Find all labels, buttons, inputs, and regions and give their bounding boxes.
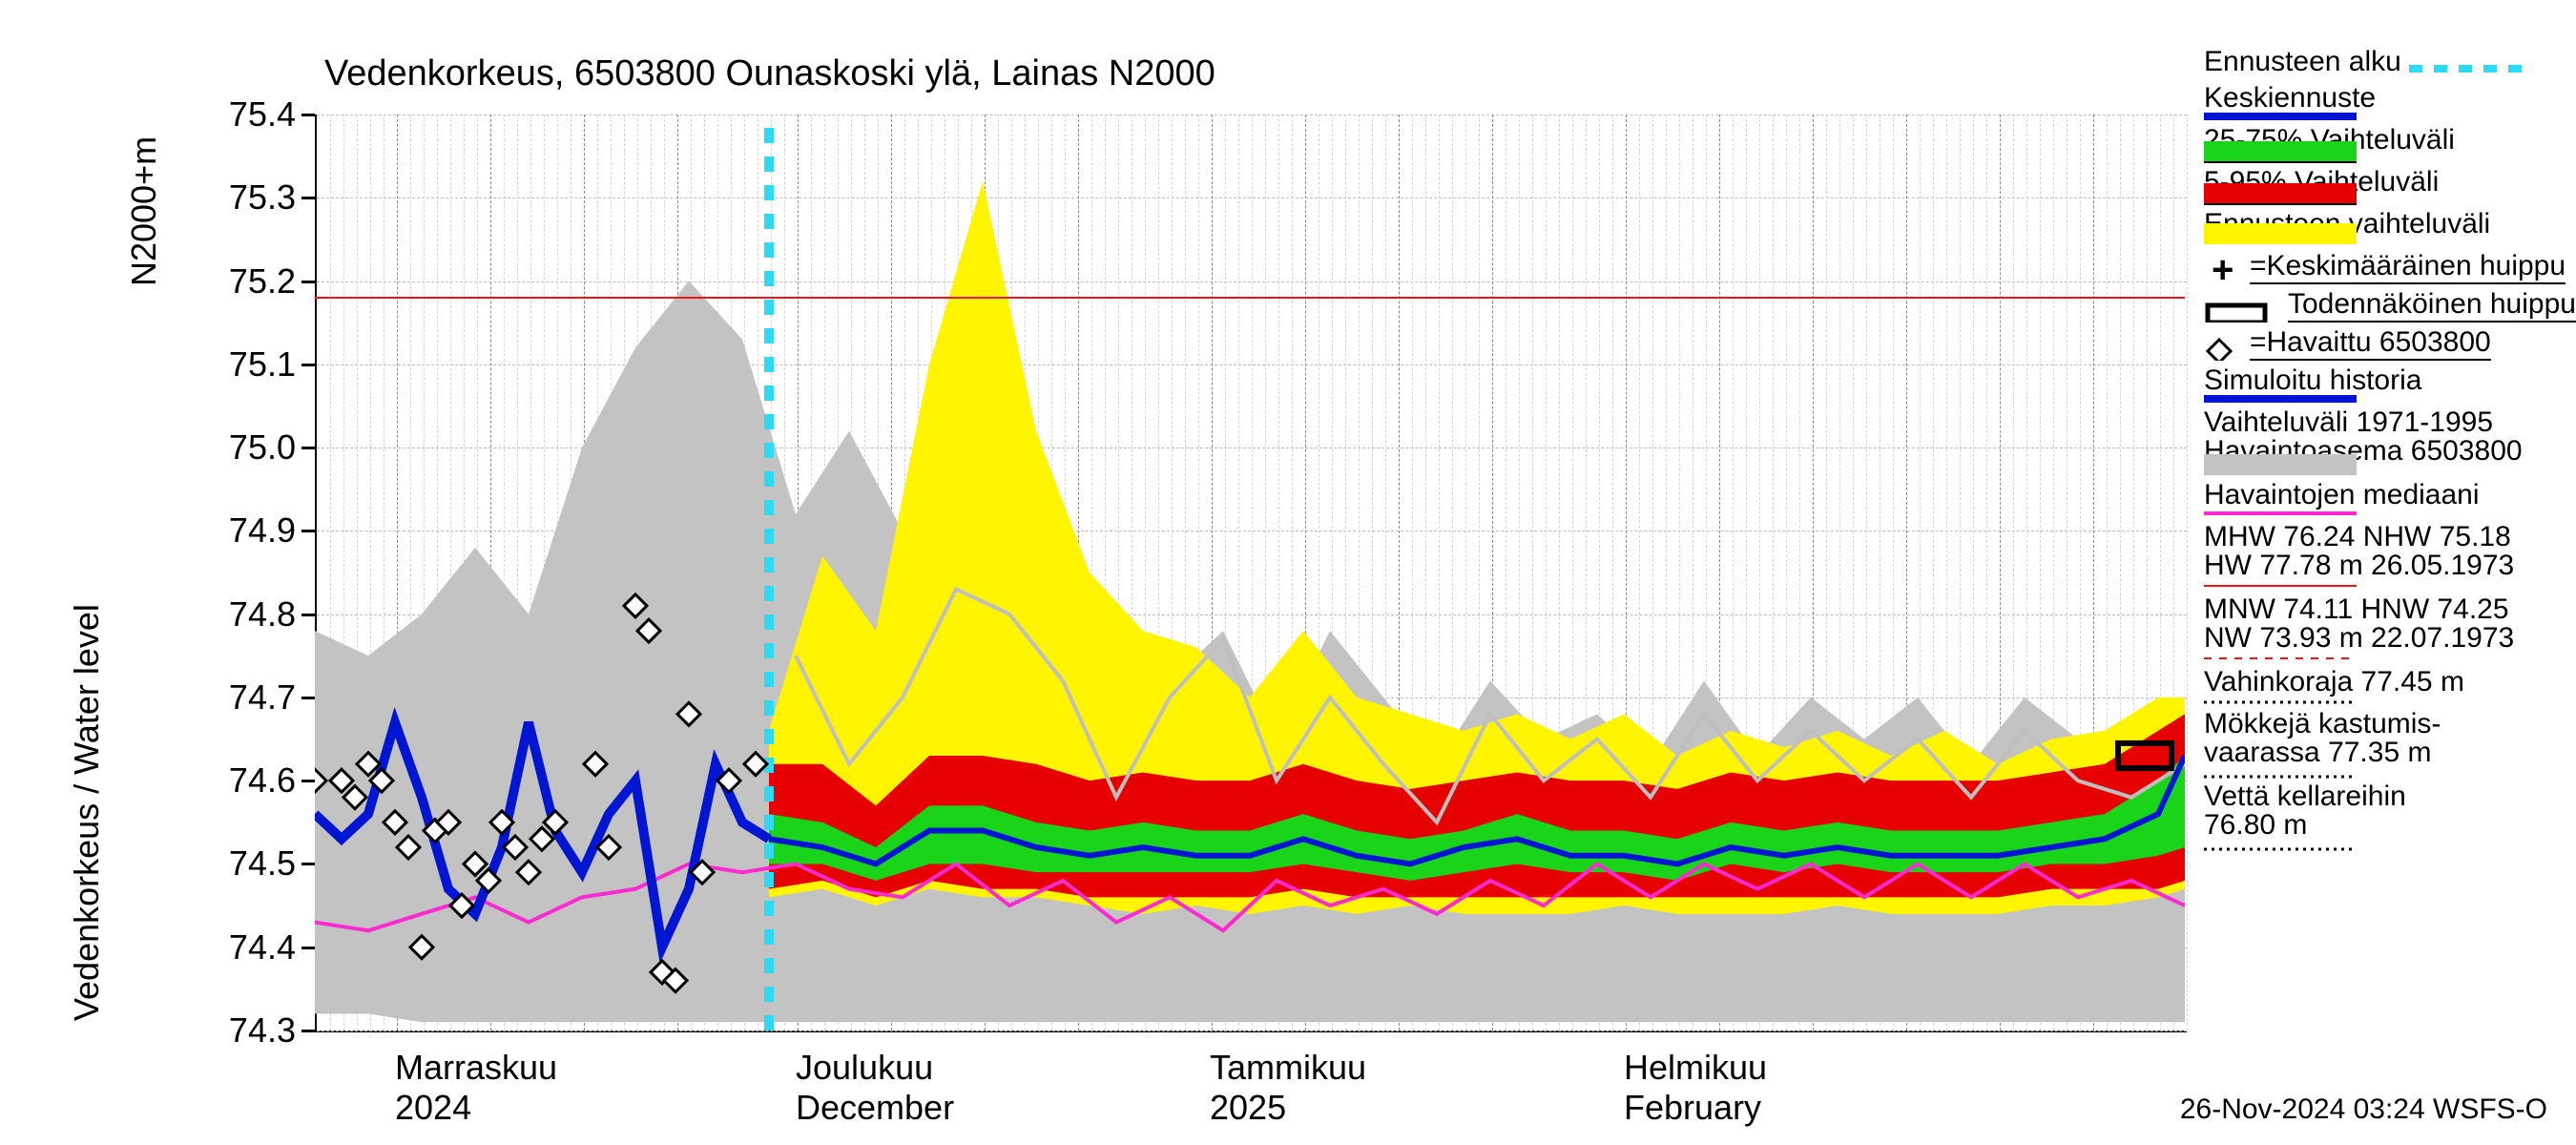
ytick-label: 74.9 — [162, 510, 296, 551]
ytick-label: 74.3 — [162, 1010, 296, 1051]
ytick-label: 75.3 — [162, 177, 296, 218]
legend-entry: Keskiennuste — [2204, 84, 2566, 120]
legend-entry: MHW 76.24 NHW 75.18 HW 77.78 m 26.05.197… — [2204, 523, 2576, 592]
ytick-label: 75.0 — [162, 427, 296, 468]
legend-label: Todennäköinen huippu — [2288, 290, 2576, 323]
legend-entry: MNW 74.11 HNW 74.25 NW 73.93 m 22.07.197… — [2204, 595, 2576, 664]
legend-entry: Vahinkoraja 77.45 m — [2204, 668, 2566, 704]
legend-swatch — [2204, 433, 2547, 479]
legend-swatch — [2204, 95, 2547, 124]
xtick-label-top: Marraskuu — [395, 1048, 557, 1088]
legend-label: Ennusteen alku — [2204, 48, 2401, 76]
timestamp: 26-Nov-2024 03:24 WSFS-O — [2180, 1093, 2547, 1126]
legend-swatch — [2204, 219, 2547, 248]
xtick-label-top: Tammikuu — [1210, 1048, 1366, 1088]
ytick-mark — [301, 197, 315, 199]
ytick-mark — [301, 947, 315, 949]
ytick-mark — [301, 364, 315, 366]
legend-entry: Todennäköinen huippu — [2204, 290, 2576, 323]
legend-entry: Mökkejä kastumis- vaarassa 77.35 m — [2204, 710, 2566, 779]
legend-entry: Vaihteluväli 1971-1995 Havaintoasema 650… — [2204, 408, 2576, 477]
legend: Ennusteen alku Keskiennuste 25-75% Vaihtel… — [2204, 46, 2576, 855]
legend-label: =Havaittu 6503800 — [2250, 328, 2491, 361]
legend-entry: Havaintojen mediaani — [2204, 481, 2566, 517]
ytick-label: 75.2 — [162, 261, 296, 302]
ytick-label: 75.1 — [162, 344, 296, 385]
chart-svg — [0, 0, 2576, 1145]
ytick-label: 74.7 — [162, 677, 296, 718]
legend-swatch — [2204, 137, 2547, 166]
ytick-mark — [301, 863, 315, 865]
legend-swatch — [2204, 620, 2547, 666]
xtick-label-bot: February — [1624, 1088, 1761, 1128]
legend-entry: 5-95% Vaihteluväli — [2204, 168, 2566, 204]
legend-entry: Vettä kellareihin 76.80 m — [2204, 782, 2566, 851]
legend-swatch — [2204, 378, 2547, 406]
legend-swatch — [2204, 492, 2547, 521]
xtick-label-bot: 2025 — [1210, 1088, 1286, 1128]
ytick-mark — [301, 530, 315, 532]
legend-entry: Ennusteen alku — [2204, 46, 2576, 78]
ytick-mark — [301, 281, 315, 283]
ytick-label: 75.4 — [162, 94, 296, 135]
legend-entry: Ennusteen vaihteluväli — [2204, 210, 2576, 246]
ytick-label: 74.4 — [162, 927, 296, 968]
legend-swatch — [2409, 48, 2524, 76]
legend-entry: + =Keskimääräinen huippu — [2204, 252, 2576, 284]
legend-entry: 25-75% Vaihteluväli — [2204, 126, 2566, 162]
ytick-label: 74.6 — [162, 760, 296, 801]
legend-swatch — [2204, 679, 2547, 708]
legend-entry: =Havaittu 6503800 — [2204, 328, 2576, 361]
xtick-label-top: Joulukuu — [796, 1048, 933, 1088]
legend-label: =Keskimääräinen huippu — [2250, 252, 2566, 284]
ytick-mark — [301, 447, 315, 449]
chart-root: Vedenkorkeus / Water level N2000+m Veden… — [0, 0, 2576, 1145]
legend-swatch — [2204, 809, 2547, 855]
xtick-label-bot: 2024 — [395, 1088, 471, 1128]
ytick-mark — [301, 780, 315, 782]
legend-swatch: + — [2204, 256, 2242, 284]
ytick-mark — [301, 1030, 315, 1032]
legend-swatch — [2204, 548, 2547, 593]
legend-swatch — [2204, 179, 2547, 208]
ytick-mark — [301, 114, 315, 116]
svg-text:+: + — [2212, 256, 2233, 284]
xtick-label-top: Helmikuu — [1624, 1048, 1767, 1088]
legend-swatch — [2204, 332, 2242, 361]
legend-entry: Simuloitu historia — [2204, 366, 2566, 403]
ytick-label: 74.8 — [162, 594, 296, 635]
legend-swatch — [2204, 737, 2547, 782]
ytick-mark — [301, 697, 315, 699]
legend-swatch — [2204, 294, 2280, 323]
ytick-label: 74.5 — [162, 843, 296, 884]
ytick-mark — [301, 614, 315, 616]
xtick-label-bot: December — [796, 1088, 954, 1128]
